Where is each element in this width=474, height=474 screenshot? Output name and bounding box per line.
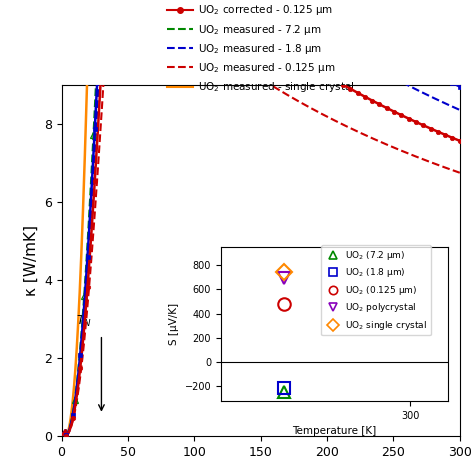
Legend: UO$_2$ corrected - 1.8 μm, UO$_2$ corrected - 0.125 μm, UO$_2$ measured - 7.2 μm: UO$_2$ corrected - 1.8 μm, UO$_2$ correc… bbox=[163, 0, 359, 99]
Y-axis label: κ [W/mK]: κ [W/mK] bbox=[23, 225, 38, 296]
Text: $T_N$: $T_N$ bbox=[76, 314, 92, 329]
